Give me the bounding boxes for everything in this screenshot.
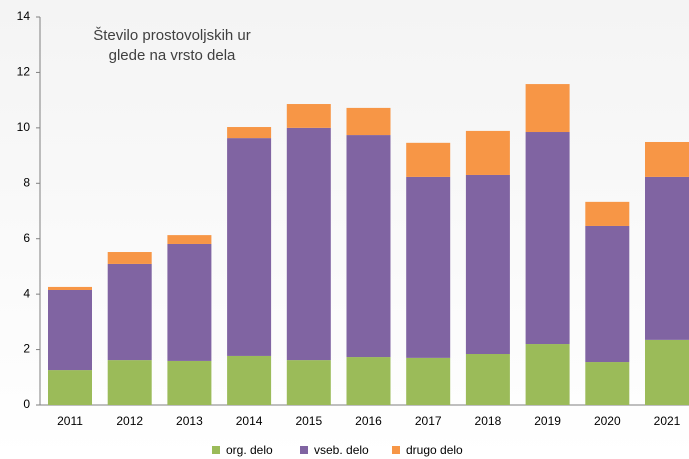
bar-segment	[645, 176, 689, 340]
bar-segment	[585, 225, 630, 363]
bar-segment	[48, 289, 92, 371]
y-tick-label: 0	[23, 397, 30, 411]
y-tick-label: 10	[17, 120, 31, 134]
bar-segment	[465, 130, 510, 175]
bar-segment	[227, 127, 272, 139]
x-tick-label: 2015	[295, 414, 322, 428]
legend-swatch	[300, 446, 308, 454]
bar-segment	[465, 354, 510, 405]
bar-segment	[286, 360, 331, 405]
bar-segment	[406, 142, 451, 177]
legend-label: org. delo	[226, 443, 273, 457]
bar-segment	[346, 107, 391, 136]
x-tick-label: 2019	[534, 414, 561, 428]
y-tick-label: 2	[23, 342, 30, 356]
bar-segment	[286, 127, 331, 361]
x-tick-label: 2011	[57, 414, 83, 428]
bar-segment	[406, 176, 451, 358]
legend-label: vseb. delo	[314, 443, 369, 457]
bar-segment	[167, 235, 212, 244]
bar-segment	[286, 104, 331, 128]
chart-title: Število prostovoljskih ur	[93, 27, 251, 44]
bar-segment	[107, 252, 152, 264]
x-tick-label: 2017	[415, 414, 442, 428]
bar-segment	[48, 286, 92, 290]
bar-segment	[167, 360, 212, 405]
y-tick-label: 12	[17, 65, 31, 79]
x-tick-label: 2021	[654, 414, 681, 428]
bar-segment	[346, 135, 391, 358]
bar-segment	[346, 357, 391, 405]
bar-segment	[585, 201, 630, 226]
bar-segment	[107, 263, 152, 361]
bar-segment	[406, 357, 451, 405]
y-tick-label: 8	[23, 175, 30, 189]
legend-label: drugo delo	[406, 443, 463, 457]
x-tick-label: 2018	[475, 414, 502, 428]
legend-swatch	[212, 446, 220, 454]
bar-segment	[227, 138, 272, 356]
x-tick-label: 2014	[236, 414, 263, 428]
bar-segment	[48, 370, 92, 405]
bar-segment	[645, 339, 689, 405]
bar-segment	[465, 174, 510, 355]
bar-segment	[585, 362, 630, 405]
x-tick-label: 2013	[176, 414, 203, 428]
chart-title: glede na vrsto dela	[109, 47, 236, 64]
y-tick-label: 6	[23, 231, 30, 245]
x-tick-label: 2012	[116, 414, 143, 428]
bar-segment	[525, 344, 570, 405]
x-tick-label: 2020	[594, 414, 621, 428]
y-tick-label: 14	[17, 9, 31, 23]
x-tick-label: 2016	[355, 414, 382, 428]
bar-segment	[525, 84, 570, 133]
bar-segment	[645, 141, 689, 177]
bar-segment	[525, 132, 570, 345]
bar-segment	[107, 360, 152, 405]
legend-swatch	[392, 446, 400, 454]
y-tick-label: 4	[23, 286, 30, 300]
bar-segment	[167, 243, 212, 361]
bar-segment	[227, 355, 272, 405]
